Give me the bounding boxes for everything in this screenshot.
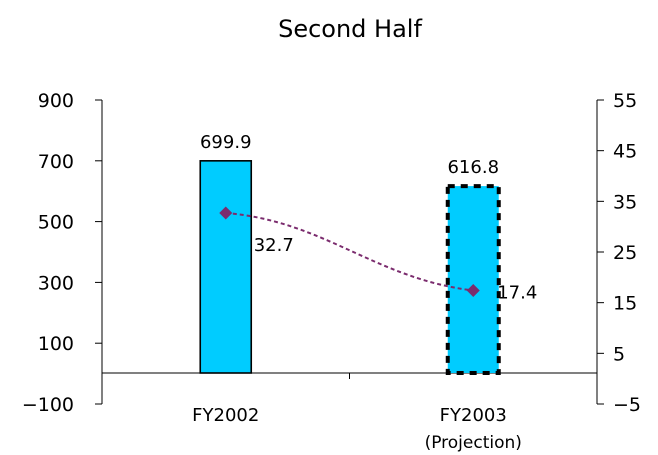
x-category-label: FY2003: [440, 405, 507, 426]
line-series-path: [225, 211, 474, 292]
x-category-sublabel: (Projection): [425, 433, 522, 453]
line-data-label: 17.4: [497, 283, 537, 304]
y-right-tick-label: 5: [613, 343, 625, 365]
labels-layer: FY2002 FY2003 (Projection) 699.9 616.8 32.7 17…: [192, 132, 537, 453]
y-right-tick-label: 25: [613, 242, 637, 264]
line-marker-diamond: [466, 284, 480, 298]
line-marker-diamond: [219, 206, 233, 220]
y-left-tick-label: −100: [22, 394, 74, 416]
y-right-tick-label: 35: [613, 191, 637, 213]
y-left-tick-label: 500: [38, 212, 74, 234]
bars-layer: [199, 160, 501, 375]
axes-layer: −100 100 300 500 700 900 −5 5 15 25 35 45 55: [22, 90, 641, 416]
bar-data-label: 699.9: [200, 132, 252, 153]
y-right-tick-label: −5: [613, 394, 641, 416]
line-series-layer: [219, 206, 480, 298]
x-category-label: FY2002: [192, 405, 259, 426]
bar: [199, 160, 253, 374]
y-right-tick-label: 55: [613, 90, 637, 112]
y-left-tick-label: 900: [38, 90, 74, 112]
y-right-tick-label: 15: [613, 293, 637, 315]
y-left-tick-label: 300: [38, 272, 74, 294]
bar-data-label: 616.8: [447, 157, 499, 178]
line-data-label: 32.7: [254, 235, 294, 256]
y-left-tick-label: 700: [38, 151, 74, 173]
y-left-tick-label: 100: [38, 333, 74, 355]
y-right-tick-label: 45: [613, 141, 637, 163]
chart-title: Second Half: [278, 15, 422, 43]
bar-projected: [445, 184, 501, 375]
